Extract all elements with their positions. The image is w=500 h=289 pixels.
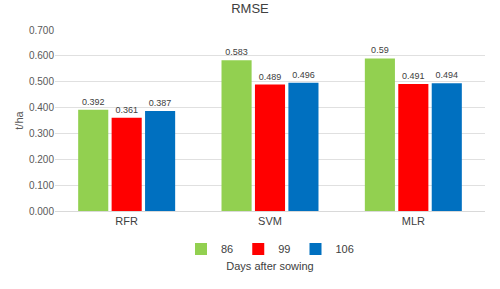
svg-text:0.361: 0.361: [115, 105, 138, 115]
svg-text:99: 99: [278, 243, 290, 255]
svg-text:SVM: SVM: [258, 215, 282, 227]
svg-text:106: 106: [336, 243, 354, 255]
svg-text:0.500: 0.500: [29, 76, 54, 87]
svg-text:0.300: 0.300: [29, 128, 54, 139]
svg-text:0.496: 0.496: [292, 70, 315, 80]
svg-text:0.600: 0.600: [29, 50, 54, 61]
svg-text:RFR: RFR: [115, 215, 138, 227]
svg-text:RMSE: RMSE: [231, 1, 269, 16]
svg-text:0.491: 0.491: [402, 71, 425, 81]
svg-text:t/ha: t/ha: [13, 110, 25, 129]
svg-text:0.700: 0.700: [29, 25, 54, 36]
svg-text:0.200: 0.200: [29, 154, 54, 165]
svg-text:0.387: 0.387: [149, 98, 172, 108]
svg-text:0.583: 0.583: [225, 47, 248, 57]
svg-text:0.400: 0.400: [29, 102, 54, 113]
svg-text:0.392: 0.392: [82, 97, 105, 107]
svg-text:0.489: 0.489: [259, 72, 282, 82]
svg-text:0.100: 0.100: [29, 180, 54, 191]
svg-text:86: 86: [221, 243, 233, 255]
svg-text:MLR: MLR: [402, 215, 425, 227]
svg-text:0.000: 0.000: [29, 206, 54, 217]
svg-text:Days after sowing: Days after sowing: [226, 260, 313, 272]
svg-text:0.494: 0.494: [436, 70, 459, 80]
svg-text:0.59: 0.59: [371, 45, 389, 55]
